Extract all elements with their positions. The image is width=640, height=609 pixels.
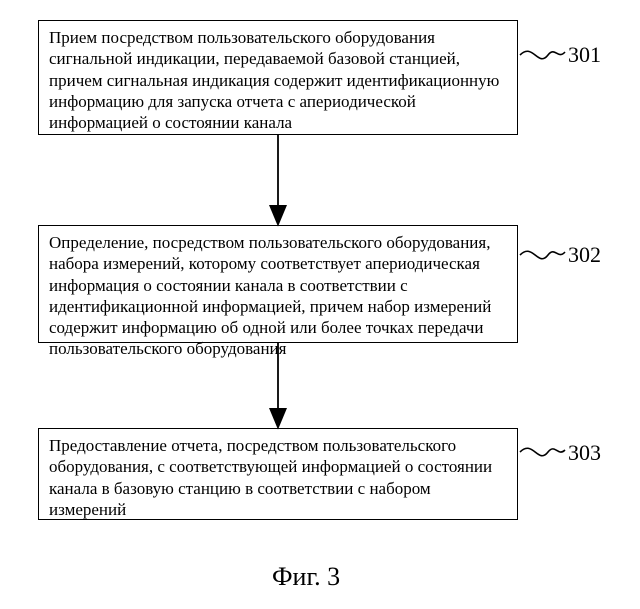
node-text: Прием посредством пользовательского обор…	[49, 28, 499, 132]
caption-text: Фиг. 3	[272, 562, 340, 591]
node-label-302: 302	[568, 242, 601, 268]
label-connector-302	[520, 251, 565, 259]
label-text: 303	[568, 440, 601, 465]
figure-caption: Фиг. 3	[272, 562, 340, 592]
node-text: Определение, посредством пользовательско…	[49, 233, 491, 358]
flowchart-node-303: Предоставление отчета, посредством польз…	[38, 428, 518, 520]
flowchart-node-302: Определение, посредством пользовательско…	[38, 225, 518, 343]
node-text: Предоставление отчета, посредством польз…	[49, 436, 492, 519]
label-connector-301	[520, 51, 565, 59]
label-text: 302	[568, 242, 601, 267]
flowchart-node-301: Прием посредством пользовательского обор…	[38, 20, 518, 135]
node-label-303: 303	[568, 440, 601, 466]
label-connector-303	[520, 448, 565, 456]
label-text: 301	[568, 42, 601, 67]
flowchart-canvas: Прием посредством пользовательского обор…	[0, 0, 640, 609]
node-label-301: 301	[568, 42, 601, 68]
